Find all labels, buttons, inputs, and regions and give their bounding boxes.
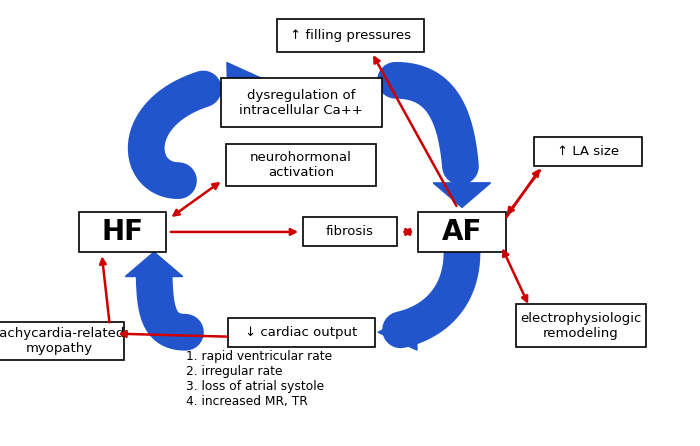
Text: dysregulation of
intracellular Ca++: dysregulation of intracellular Ca++ [239, 89, 363, 116]
FancyBboxPatch shape [0, 322, 125, 360]
Text: AF: AF [442, 218, 482, 246]
Text: neurohormonal
activation: neurohormonal activation [250, 151, 352, 179]
Text: ↑ LA size: ↑ LA size [557, 145, 619, 158]
Text: 1. rapid ventricular rate
2. irregular rate
3. loss of atrial systole
4. increas: 1. rapid ventricular rate 2. irregular r… [186, 350, 332, 408]
Polygon shape [378, 314, 417, 350]
FancyBboxPatch shape [220, 78, 382, 127]
Text: ↓ cardiac output: ↓ cardiac output [245, 326, 357, 339]
FancyBboxPatch shape [78, 212, 167, 252]
FancyBboxPatch shape [225, 144, 377, 186]
FancyBboxPatch shape [419, 212, 505, 252]
Polygon shape [433, 183, 491, 207]
FancyBboxPatch shape [228, 318, 374, 347]
FancyBboxPatch shape [276, 19, 424, 52]
Text: ↑ filling pressures: ↑ filling pressures [290, 29, 410, 42]
FancyBboxPatch shape [517, 305, 645, 347]
FancyBboxPatch shape [533, 137, 643, 166]
Polygon shape [125, 252, 183, 277]
Text: fibrosis: fibrosis [326, 225, 374, 239]
Text: tachycardia-related
myopathy: tachycardia-related myopathy [0, 327, 125, 355]
Text: electrophysiologic
remodeling: electrophysiologic remodeling [520, 312, 642, 339]
Text: HF: HF [102, 218, 144, 246]
FancyBboxPatch shape [302, 218, 398, 246]
Polygon shape [227, 62, 266, 99]
